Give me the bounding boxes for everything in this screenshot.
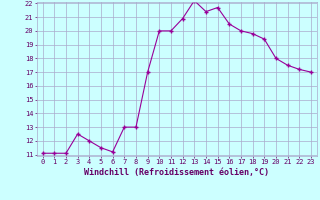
- X-axis label: Windchill (Refroidissement éolien,°C): Windchill (Refroidissement éolien,°C): [84, 168, 269, 177]
